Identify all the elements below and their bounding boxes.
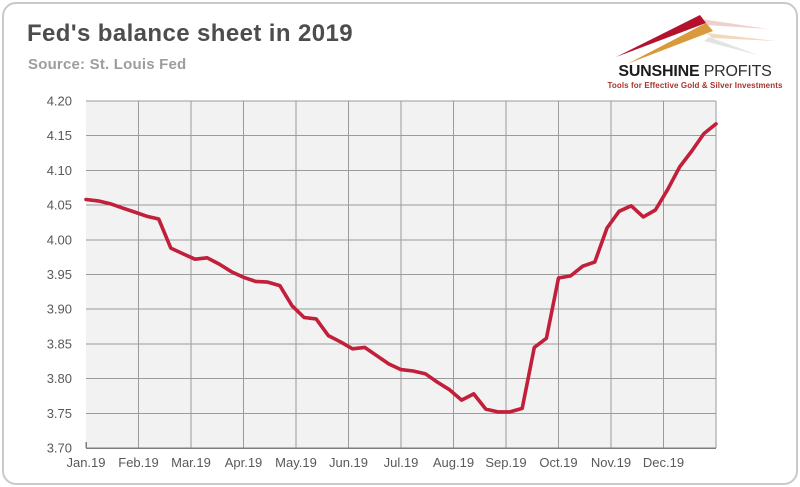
svg-text:Aug.19: Aug.19 [433,455,474,470]
svg-text:Dec.19: Dec.19 [643,455,684,470]
source-label: Source: St. Louis Fed [28,56,187,73]
svg-text:4.15: 4.15 [47,128,72,143]
logo-arrows-icon [616,15,776,64]
svg-text:4.20: 4.20 [47,94,72,109]
svg-text:3.70: 3.70 [47,441,72,456]
svg-text:Jan.19: Jan.19 [66,455,105,470]
svg-text:Apr.19: Apr.19 [225,455,263,470]
svg-text:Jun.19: Jun.19 [329,455,368,470]
svg-text:3.95: 3.95 [47,267,72,282]
svg-text:4.00: 4.00 [47,232,72,247]
svg-text:Nov.19: Nov.19 [591,455,631,470]
brand-sunshine: SUNSHINE [618,63,700,80]
svg-text:3.85: 3.85 [47,336,72,351]
svg-text:Mar.19: Mar.19 [171,455,211,470]
svg-text:Sep.19: Sep.19 [485,455,526,470]
svg-text:3.90: 3.90 [47,302,72,317]
svg-text:Feb.19: Feb.19 [118,455,158,470]
svg-text:May.19: May.19 [275,455,317,470]
svg-text:4.10: 4.10 [47,163,72,178]
brand-name: SUNSHINE PROFITS [602,63,788,80]
page-title: Fed's balance sheet in 2019 [27,20,353,47]
line-chart: 3.70 3.75 3.80 3.85 3.90 3.95 4.00 4.05 4.10 4.15… [47,94,718,470]
logo-tagline: Tools for Effective Gold & Silver Invest… [607,81,783,90]
svg-text:4.05: 4.05 [47,198,72,213]
sunshine-profits-logo: SUNSHINE PROFITS Tools for Effective Gol… [602,10,788,90]
svg-text:3.75: 3.75 [47,406,72,421]
svg-text:Jul.19: Jul.19 [384,455,419,470]
svg-text:3.80: 3.80 [47,371,72,386]
svg-text:Oct.19: Oct.19 [539,455,577,470]
brand-profits: PROFITS [699,63,772,80]
